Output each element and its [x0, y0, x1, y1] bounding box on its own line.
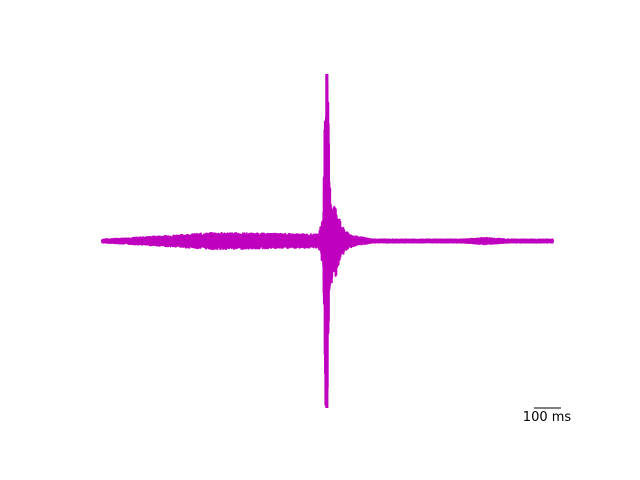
scalebar-label: 100 ms: [523, 410, 572, 425]
waveform-burst-core: [325, 74, 329, 408]
time-scalebar: 100 ms: [523, 407, 572, 425]
waveform-trace-group: [101, 74, 554, 408]
